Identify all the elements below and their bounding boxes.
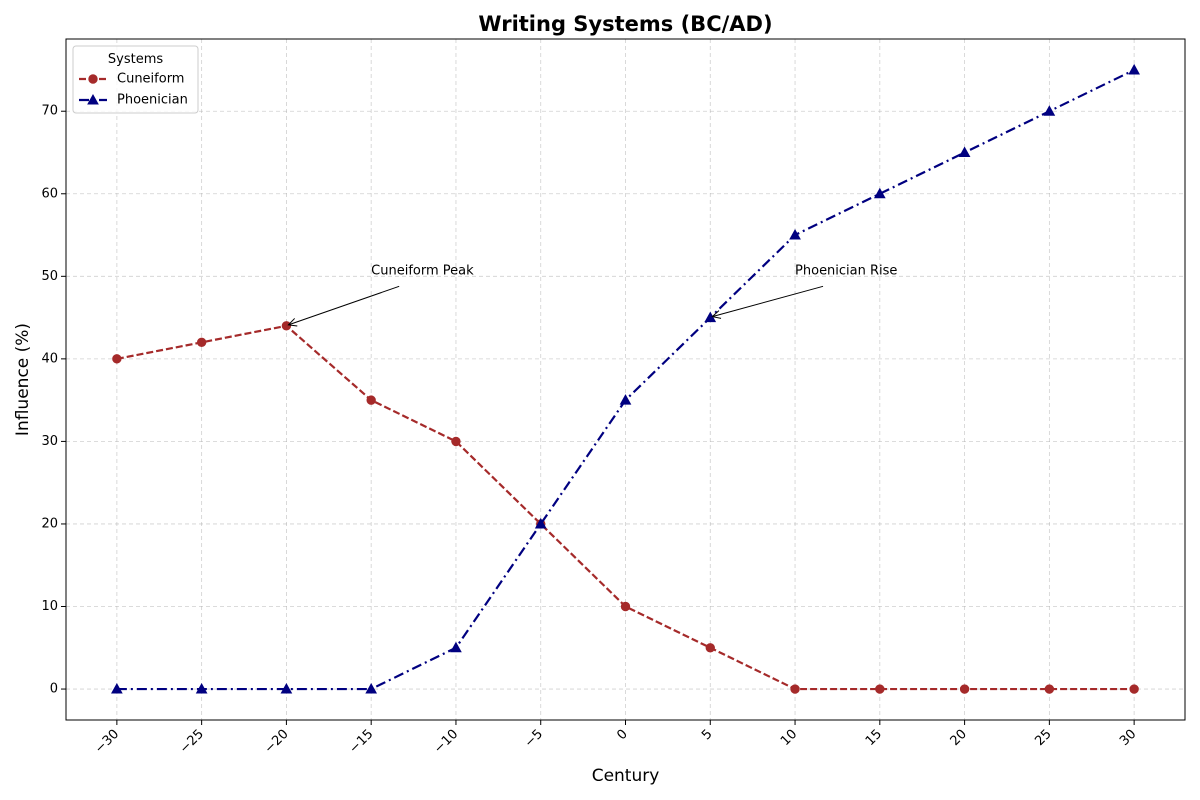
- y-tick-label: 50: [41, 269, 58, 284]
- phoenician-point: [873, 187, 886, 199]
- annotation-arrow: [288, 285, 400, 325]
- cuneiform-point: [281, 321, 292, 331]
- x-tick-label: −15: [346, 727, 376, 757]
- phoenician-point: [704, 311, 717, 323]
- cuneiform-point: [1129, 684, 1139, 694]
- phoenician-point: [195, 683, 208, 694]
- legend-box: [72, 45, 199, 114]
- phoenician-point: [1043, 105, 1056, 116]
- y-axis-label: Influence (%): [13, 323, 33, 436]
- cuneiform-point: [1044, 684, 1055, 694]
- cuneiform-point: [451, 436, 461, 447]
- cuneiform-point: [875, 684, 885, 694]
- cuneiform-legend-label: Cuneiform: [117, 72, 184, 87]
- ticks: −30 −25 −20 −15 −10 −5 0 5 10 15 20 25 30 0 10 20 30 40 50…: [41, 104, 1139, 757]
- cuneiform-legend-marker: [88, 74, 98, 84]
- phoenician-legend-marker: [87, 93, 99, 105]
- phoenician-point: [365, 683, 378, 694]
- cuneiform-point: [620, 601, 631, 612]
- x-tick-label: −10: [431, 727, 461, 757]
- x-tick-label: −25: [177, 727, 207, 757]
- plot-frame: [65, 38, 1186, 721]
- x-tick-label: 25: [1032, 727, 1054, 749]
- y-tick-label: 10: [41, 599, 58, 614]
- phoenician-line: [116, 68, 1135, 691]
- cuneiform-point: [112, 354, 122, 364]
- cuneiform-point: [790, 684, 800, 694]
- x-tick-label: −30: [92, 727, 122, 757]
- annotation-arrow: [712, 285, 824, 316]
- x-tick-label: 30: [1117, 727, 1139, 749]
- phoenician-point: [280, 683, 293, 694]
- phoenician-point: [450, 641, 462, 653]
- phoenician-point: [534, 517, 547, 529]
- y-tick-label: 0: [50, 682, 58, 697]
- x-tick-label: 0: [614, 727, 630, 743]
- x-tick-label: 5: [699, 727, 715, 743]
- cuneiform-point: [959, 684, 970, 694]
- phoenician-point: [789, 229, 801, 240]
- chart-title: Writing Systems (BC/AD): [478, 12, 772, 36]
- annotations: Cuneiform Peak Phoenician Rise: [288, 263, 897, 325]
- phoenician-point: [1128, 63, 1140, 75]
- legend: Systems Cuneiform Phoenician: [72, 45, 199, 114]
- x-axis-label: Century: [592, 766, 660, 786]
- cuneiform-point: [705, 643, 715, 653]
- y-tick-label: 20: [41, 516, 58, 531]
- y-tick-label: 40: [41, 351, 58, 366]
- cuneiform-point: [196, 337, 207, 348]
- x-tick-label: 10: [778, 727, 800, 749]
- phoenician-point: [619, 394, 632, 405]
- x-tick-label: 15: [863, 727, 885, 749]
- phoenician-point: [111, 683, 123, 694]
- series-layer: [111, 63, 1140, 694]
- x-tick-label: −20: [262, 727, 292, 757]
- y-tick-label: 60: [41, 186, 58, 201]
- annotation-label: Cuneiform Peak: [371, 263, 474, 278]
- grid: [66, 39, 1185, 720]
- legend-title: Systems: [108, 52, 163, 67]
- y-tick-label: 70: [41, 104, 58, 119]
- x-tick-label: 20: [948, 727, 970, 749]
- y-tick-label: 30: [41, 434, 58, 449]
- annotation-label: Phoenician Rise: [795, 263, 897, 278]
- phoenician-point: [958, 146, 971, 157]
- cuneiform-point: [366, 395, 376, 405]
- phoenician-legend-label: Phoenician: [117, 93, 188, 108]
- x-tick-label: −5: [522, 727, 546, 751]
